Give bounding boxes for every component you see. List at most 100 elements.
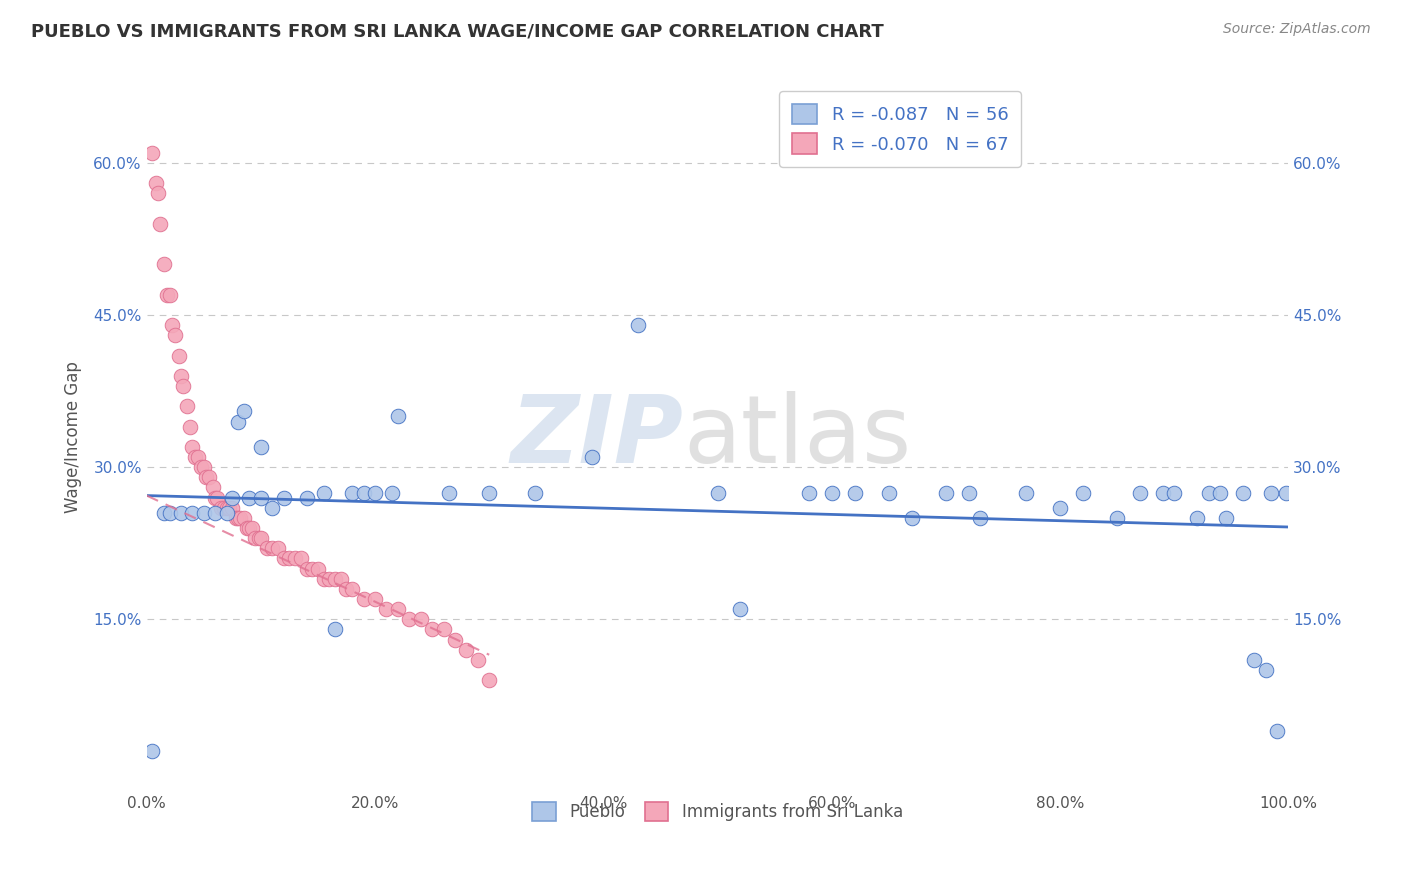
Text: Source: ZipAtlas.com: Source: ZipAtlas.com (1223, 22, 1371, 37)
Point (240, 521, 263, 535)
Point (1209, 485, 1232, 500)
Point (301, 561, 323, 575)
Point (232, 404, 254, 418)
Point (900, 511, 922, 525)
Point (236, 521, 259, 535)
Point (935, 485, 957, 500)
Point (307, 561, 329, 575)
Point (179, 419, 201, 434)
Point (247, 531, 270, 545)
Point (267, 541, 290, 556)
Text: PUEBLO VS IMMIGRANTS FROM SRI LANKA WAGE/INCOME GAP CORRELATION CHART: PUEBLO VS IMMIGRANTS FROM SRI LANKA WAGE… (31, 22, 884, 40)
Point (204, 506, 226, 520)
Point (229, 511, 252, 525)
Point (172, 379, 194, 393)
Point (221, 500, 243, 515)
Point (312, 485, 335, 500)
Point (207, 491, 229, 505)
Point (877, 485, 900, 500)
Point (340, 485, 363, 500)
Point (167, 349, 190, 363)
Point (153, 257, 176, 271)
Point (198, 470, 221, 484)
Point (149, 217, 172, 231)
Point (329, 572, 352, 586)
Point (153, 506, 176, 520)
Point (456, 642, 478, 657)
Point (957, 485, 980, 500)
Point (250, 531, 273, 545)
Point (364, 592, 387, 607)
Point (467, 653, 489, 667)
Point (581, 450, 603, 464)
Point (295, 491, 318, 505)
Point (141, 744, 163, 758)
Point (323, 572, 346, 586)
Point (1215, 511, 1237, 525)
Point (221, 491, 243, 505)
Point (238, 521, 260, 535)
Point (187, 450, 209, 464)
Point (204, 491, 226, 505)
Point (627, 318, 650, 333)
Point (273, 491, 295, 505)
Point (226, 415, 249, 429)
Point (1107, 511, 1129, 525)
Point (218, 500, 240, 515)
Point (250, 491, 273, 505)
Point (1254, 663, 1277, 677)
Point (232, 511, 254, 525)
Point (335, 582, 357, 596)
Point (225, 511, 247, 525)
Point (478, 673, 501, 687)
Point (170, 506, 193, 520)
Point (190, 460, 212, 475)
Point (160, 318, 183, 333)
Point (318, 572, 340, 586)
Point (797, 485, 820, 500)
Point (323, 623, 346, 637)
Point (290, 551, 312, 566)
Point (262, 541, 284, 556)
Point (170, 368, 193, 383)
Point (238, 491, 260, 505)
Point (353, 485, 375, 500)
Point (141, 145, 163, 160)
Point (256, 541, 278, 556)
Point (1275, 485, 1298, 500)
Point (364, 485, 387, 500)
Point (706, 485, 728, 500)
Legend: Pueblo, Immigrants from Sri Lanka: Pueblo, Immigrants from Sri Lanka (524, 794, 911, 830)
Point (432, 623, 454, 637)
Point (387, 409, 409, 424)
Point (1152, 485, 1174, 500)
Point (375, 602, 398, 616)
Point (478, 485, 501, 500)
Point (1265, 723, 1288, 738)
Point (1129, 485, 1152, 500)
Text: ZIP: ZIP (510, 391, 683, 483)
Point (145, 176, 167, 190)
Point (821, 485, 844, 500)
Point (387, 602, 409, 616)
Point (284, 551, 307, 566)
Point (340, 582, 363, 596)
Point (195, 470, 218, 484)
Point (215, 500, 238, 515)
Point (165, 328, 187, 343)
Point (181, 506, 204, 520)
Point (1163, 485, 1185, 500)
Point (159, 288, 181, 302)
Point (312, 572, 335, 586)
Point (243, 531, 266, 545)
Point (156, 288, 179, 302)
Point (201, 480, 224, 494)
Point (209, 500, 232, 515)
Point (181, 440, 204, 454)
Point (262, 500, 284, 515)
Point (1015, 485, 1038, 500)
Point (1232, 485, 1254, 500)
Point (226, 511, 249, 525)
Point (295, 561, 318, 575)
Point (523, 485, 546, 500)
